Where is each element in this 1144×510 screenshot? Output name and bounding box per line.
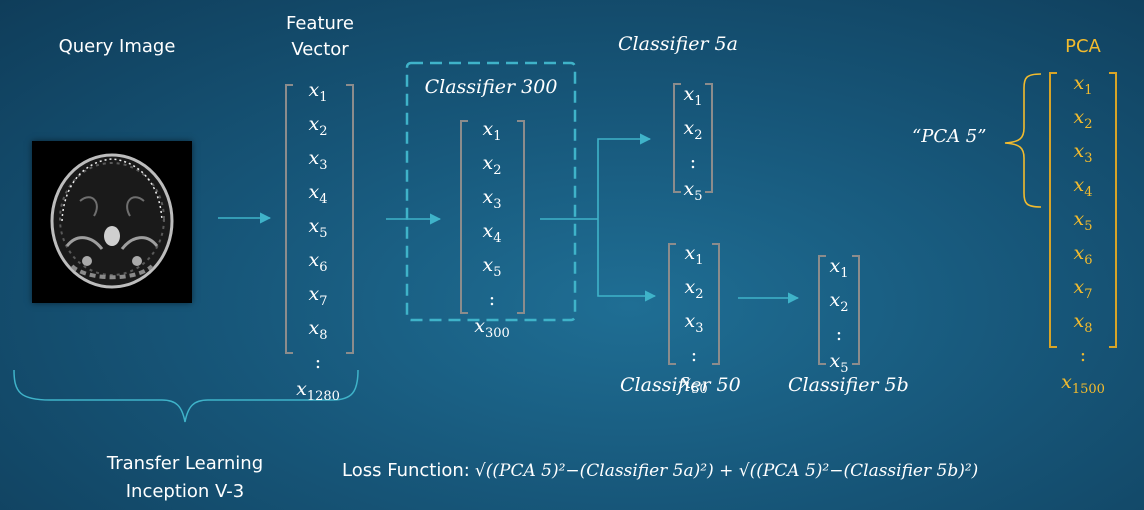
vector-entry: x7	[1073, 276, 1093, 302]
vector-entry: x3	[1073, 140, 1093, 166]
vector-entry: x7	[308, 283, 328, 309]
feature-vector-label-line2: Vector	[291, 39, 349, 60]
pca-right-bracket	[1109, 72, 1117, 348]
vector-entry: :	[1079, 344, 1087, 366]
c5b-right-bracket	[852, 255, 860, 365]
brain-mri-icon	[50, 153, 174, 289]
vector-entry: x5	[683, 178, 703, 204]
c5a-right-bracket	[705, 83, 713, 193]
vector-entry: x1	[1073, 72, 1093, 98]
vector-entry: x3	[482, 186, 502, 212]
vector-entry: x2	[482, 152, 502, 178]
vector-entry: x1	[829, 255, 849, 281]
vector-entry: x3	[308, 147, 328, 173]
loss-function-formula: √((PCA 5)²−(Classifier 5a)²) + √((PCA 5)…	[474, 461, 979, 481]
vector-entry: :	[690, 344, 698, 366]
vector-entry: x2	[1073, 106, 1093, 132]
transfer-learning-line1: Transfer Learning	[106, 453, 264, 474]
vector-entry: :	[689, 151, 697, 173]
c5a-left-bracket	[673, 83, 681, 193]
vector-entry: x1	[308, 79, 328, 105]
vector-entry: x2	[308, 113, 328, 139]
c50-left-bracket	[668, 243, 676, 365]
vector-entry: x1	[683, 83, 703, 109]
vector-entry: x2	[683, 117, 703, 143]
c300-right-bracket	[517, 120, 525, 314]
classifier-300-label: Classifier 300	[424, 76, 558, 98]
vector-entry: x1280	[296, 378, 340, 404]
vector-entry: :	[314, 351, 322, 373]
vector-entry: x5	[1073, 208, 1093, 234]
classifier-5a-vector: x1 x2: x5	[672, 81, 714, 210]
c5b-left-bracket	[818, 255, 826, 365]
loss-function: Loss Function: √((PCA 5)²−(Classifier 5a…	[342, 460, 1142, 481]
pca-label: PCA	[1065, 36, 1101, 57]
transfer-learning-line2: Inception V-3	[125, 481, 245, 502]
vector-entry: x8	[308, 317, 328, 343]
classifier-50-vector: x1 x2 x3: x50	[668, 240, 720, 403]
arrow-c300-to-c50	[597, 219, 657, 302]
pca5-quote-label: “PCA 5”	[912, 126, 987, 147]
vector-entry: x4	[1073, 174, 1093, 200]
classifier-5b-vector: x1 x2: x5	[818, 253, 860, 382]
feature-vector-label-line1: Feature	[285, 13, 355, 34]
feature-vector-left-bracket	[285, 84, 293, 354]
vector-entry: x5	[482, 254, 502, 280]
vector-entry: x3	[684, 310, 704, 336]
loss-function-prefix: Loss Function:	[342, 460, 470, 481]
vector-entry: x300	[474, 315, 510, 341]
vector-entry: x6	[1073, 242, 1093, 268]
feature-vector-label: Feature Vector	[270, 11, 370, 63]
pca5-brace	[1004, 73, 1042, 208]
feature-vector-right-bracket	[346, 84, 354, 354]
classifier-300-dashed-box	[405, 61, 577, 322]
c50-right-bracket	[712, 243, 720, 365]
classifier-50-label: Classifier 50	[620, 374, 741, 396]
feature-vector: x1 x2 x3 x4 x5 x6 x7 x8: x1280	[288, 77, 348, 410]
vector-entry: x1	[482, 118, 502, 144]
transfer-learning-label: Transfer Learning Inception V-3	[80, 450, 290, 506]
vector-entry: x1500	[1061, 371, 1105, 397]
vector-entry: x1	[684, 242, 704, 268]
classifier-5b-label: Classifier 5b	[788, 374, 909, 396]
vector-entry: x5	[829, 350, 849, 376]
vector-entry: x5	[308, 215, 328, 241]
vector-entry: :	[488, 288, 496, 310]
vector-entry: :	[835, 323, 843, 345]
pca-left-bracket	[1049, 72, 1057, 348]
vector-entry: x2	[829, 289, 849, 315]
vector-entry: x6	[308, 249, 328, 275]
brain-mri-scan-image	[32, 141, 192, 303]
c300-left-bracket	[460, 120, 468, 314]
pca-vector: x1 x2 x3 x4 x5 x6 x7 x8: x1500	[1052, 70, 1114, 403]
classifier-300-vector: x1 x2 x3 x4 x5: x300	[462, 116, 522, 347]
query-image-label: Query Image	[58, 36, 176, 57]
vector-entry: x2	[684, 276, 704, 302]
vector-entry: x4	[482, 220, 502, 246]
arrow-c300-to-c5a	[597, 133, 652, 219]
vector-entry: x4	[308, 181, 328, 207]
vector-entry: x8	[1073, 310, 1093, 336]
transfer-learning-brace	[13, 369, 359, 423]
vector-entry: x50	[680, 371, 708, 397]
classifier-5a-label: Classifier 5a	[618, 33, 738, 55]
